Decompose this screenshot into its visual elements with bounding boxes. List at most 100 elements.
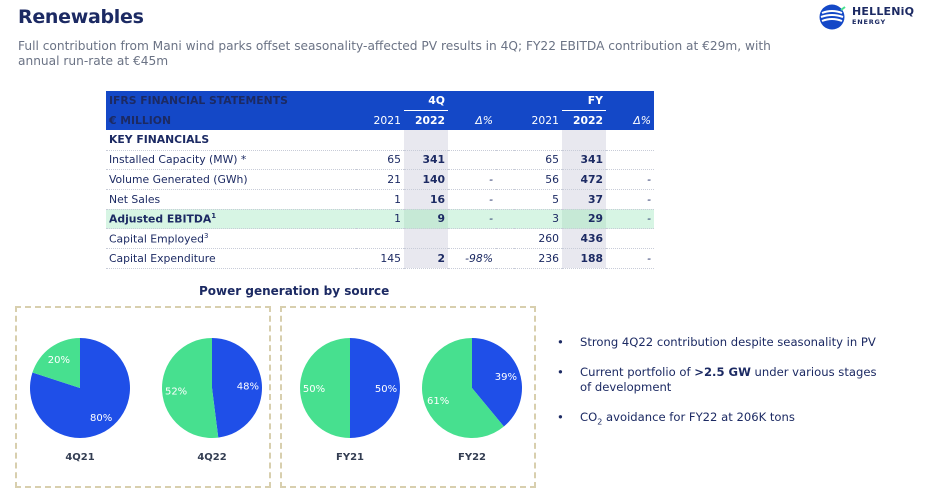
table-section-row: KEY FINANCIALS [106, 130, 654, 151]
cell-fy-2022: 188 [562, 248, 606, 269]
cell-4q-2022 [404, 228, 448, 249]
col-group-4q: 4Q [404, 91, 448, 112]
table-subheader-row: € MILLION 2021 2022 Δ% 2021 2022 Δ% [106, 110, 654, 131]
cell-fy-delta: - [606, 169, 654, 190]
cell-fy-2021: 260 [514, 228, 562, 249]
pie-data-label: 39% [495, 372, 517, 383]
cell-fy-2021: 236 [514, 248, 562, 269]
bullet-text-post: under various stages of development [580, 364, 877, 395]
table-unit-label: € MILLION [106, 110, 356, 131]
row-label: Capital Expenditure [106, 248, 356, 269]
table-header-row: IFRS FINANCIAL STATEMENTS 4Q FY [106, 91, 654, 112]
col-4q-2021: 2021 [356, 110, 404, 131]
col-fy-2022: 2022 [562, 110, 606, 131]
pie-slice [472, 338, 522, 427]
pie-data-label: 48% [237, 382, 259, 393]
row-label: Capital Employed3 [106, 228, 356, 249]
cell-4q-2021 [356, 228, 404, 249]
bullet-text-pre: Current portfolio of [580, 364, 695, 379]
company-logo: HELLENiQ ENERGY [818, 4, 920, 30]
pie-slice [161, 338, 219, 438]
key-points-list: • Strong 4Q22 contribution despite seaso… [557, 335, 887, 443]
pie-slice [212, 338, 262, 438]
table-row: Volume Generated (GWh) 21 140-56 472- [106, 169, 654, 190]
pie-data-label: 52% [165, 386, 187, 397]
cell-4q-delta: - [448, 209, 496, 230]
cell-fy-delta: - [606, 189, 654, 210]
cell-fy-delta [606, 150, 654, 171]
cell-4q-2022: 9 [404, 209, 448, 230]
pie-slice [350, 338, 400, 438]
table-row: Adjusted EBITDA1 1 9-3 29- [106, 209, 654, 230]
cell-4q-delta [448, 150, 496, 171]
table-header-label: IFRS FINANCIAL STATEMENTS [106, 91, 356, 111]
row-label: Installed Capacity (MW) * [106, 150, 356, 171]
pie-data-label: 61% [427, 396, 449, 407]
bullet-text-bold: >2.5 GW [694, 364, 751, 379]
col-4q-delta: Δ% [448, 110, 496, 131]
chart-title: Power generation by source [199, 284, 390, 298]
pie-period-label: FY21 [336, 452, 364, 463]
cell-4q-2021: 65 [356, 150, 404, 171]
pie-period-label: FY22 [458, 452, 486, 463]
bullet-marker: • [557, 364, 564, 379]
pie-data-label: 50% [375, 384, 397, 395]
logo-subtext: ENERGY [852, 18, 887, 26]
col-fy-2021: 2021 [514, 110, 562, 131]
cell-fy-delta: - [606, 209, 654, 230]
bullet-text: Strong 4Q22 contribution despite seasona… [580, 335, 876, 349]
cell-4q-2021: 21 [356, 169, 404, 190]
row-label: Adjusted EBITDA1 [106, 209, 356, 230]
cell-fy-delta: - [606, 248, 654, 269]
pie-data-label: 80% [90, 413, 112, 424]
cell-4q-2021: 1 [356, 209, 404, 230]
col-group-fy: FY [562, 91, 606, 112]
pie-data-label: 50% [303, 384, 325, 395]
bullet-item: • Strong 4Q22 contribution despite seaso… [557, 335, 887, 351]
cell-4q-2022: 16 [404, 189, 448, 210]
pie-slice [32, 338, 80, 388]
bullet-text-post: avoidance for FY22 at 206K tons [602, 409, 795, 424]
table-row: Net Sales 1 16-5 37- [106, 189, 654, 210]
cell-4q-2021: 145 [356, 248, 404, 269]
cell-4q-delta: -98% [448, 248, 496, 269]
cell-fy-2021: 3 [514, 209, 562, 230]
cell-fy-2021 [514, 130, 562, 151]
cell-4q-2022: 2 [404, 248, 448, 269]
footnote-marker: 1 [211, 212, 217, 221]
col-4q-2022: 2022 [404, 110, 448, 131]
row-label: KEY FINANCIALS [106, 130, 356, 151]
cell-4q-2021 [356, 130, 404, 151]
logo-mark-icon [819, 4, 846, 30]
pie-data-label: 20% [48, 355, 70, 366]
row-label: Net Sales [106, 189, 356, 210]
cell-4q-2022: 341 [404, 150, 448, 171]
bullet-item: • Current portfolio of >2.5 GW under var… [557, 365, 887, 396]
pie-period-label: 4Q21 [65, 452, 95, 463]
cell-fy-2022: 37 [562, 189, 606, 210]
page-subtitle: Full contribution from Mani wind parks o… [18, 39, 771, 68]
cell-4q-2021: 1 [356, 189, 404, 210]
cell-fy-2022: 29 [562, 209, 606, 230]
col-fy-delta: Δ% [606, 110, 654, 131]
cell-fy-2021: 65 [514, 150, 562, 171]
cell-fy-2022 [562, 130, 606, 151]
cell-4q-2022 [404, 130, 448, 151]
financial-table: IFRS FINANCIAL STATEMENTS 4Q FY € MILLIO… [106, 91, 654, 269]
cell-fy-2022: 436 [562, 228, 606, 249]
table-row: Capital Expenditure 145 2 -98% 236 188- [106, 248, 654, 269]
cell-fy-2022: 341 [562, 150, 606, 171]
table-row: Installed Capacity (MW) * 65 341 65 341 [106, 150, 654, 171]
cell-fy-delta [606, 130, 654, 151]
cell-fy-2021: 5 [514, 189, 562, 210]
bullet-marker: • [557, 409, 564, 424]
pie-slice [421, 338, 504, 438]
cell-fy-delta [606, 228, 654, 249]
bullet-item: • CO2 avoidance for FY22 at 206K tons [557, 410, 887, 430]
bullet-marker: • [557, 335, 564, 349]
logo-text: HELLENiQ [852, 5, 915, 18]
bullet-text-pre: CO [580, 409, 598, 424]
page-title: Renewables [18, 6, 144, 28]
cell-4q-2022: 140 [404, 169, 448, 190]
